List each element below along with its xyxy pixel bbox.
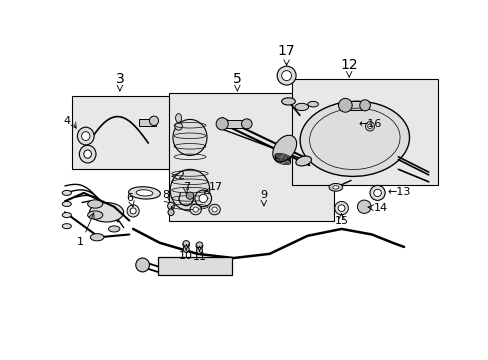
Ellipse shape [281,71,291,81]
Ellipse shape [211,207,217,212]
Ellipse shape [62,212,71,217]
Text: 2: 2 [176,171,183,181]
Ellipse shape [87,200,102,208]
Bar [292,79,437,185]
Ellipse shape [216,118,228,130]
Text: 4: 4 [63,116,70,126]
Text: 9: 9 [260,190,267,201]
Ellipse shape [195,190,211,207]
Text: 17: 17 [277,44,295,58]
Ellipse shape [167,202,174,210]
Bar [72,96,182,169]
Ellipse shape [84,150,91,158]
Text: 7: 7 [182,181,189,192]
Ellipse shape [199,194,207,203]
Ellipse shape [281,98,295,105]
Ellipse shape [79,145,96,163]
Ellipse shape [87,211,102,219]
Ellipse shape [369,185,385,201]
Ellipse shape [90,234,104,241]
Ellipse shape [196,247,202,254]
Ellipse shape [208,204,220,215]
Ellipse shape [108,226,120,232]
Ellipse shape [183,240,189,248]
Ellipse shape [186,192,193,199]
Ellipse shape [89,203,123,222]
Ellipse shape [295,156,311,166]
Ellipse shape [357,200,370,213]
Ellipse shape [338,98,351,112]
Ellipse shape [62,224,71,229]
Bar [158,257,231,275]
Text: 1: 1 [77,237,83,247]
Bar [139,118,156,126]
Text: 10: 10 [179,251,193,261]
Ellipse shape [130,208,136,214]
Ellipse shape [332,186,338,189]
Text: 11: 11 [192,252,206,262]
Ellipse shape [294,103,308,111]
Text: ←13: ←13 [386,186,409,197]
Ellipse shape [272,135,296,162]
Ellipse shape [193,207,198,212]
Ellipse shape [170,169,209,211]
Text: 12: 12 [340,58,357,72]
Ellipse shape [127,205,139,217]
Ellipse shape [62,190,71,195]
Text: 5: 5 [232,72,241,86]
Text: 3: 3 [115,72,124,86]
Ellipse shape [175,114,181,122]
Ellipse shape [128,187,160,199]
Ellipse shape [367,124,371,129]
Ellipse shape [307,102,318,107]
Ellipse shape [168,209,174,216]
Text: 15: 15 [334,216,348,226]
Bar [169,93,333,221]
Ellipse shape [373,189,381,197]
Text: 17: 17 [208,181,223,192]
Ellipse shape [149,116,158,126]
Text: 14: 14 [373,203,387,213]
Ellipse shape [136,190,153,196]
Text: ←16: ←16 [358,118,381,129]
Ellipse shape [277,66,296,85]
Ellipse shape [175,122,182,130]
Ellipse shape [328,184,342,191]
Ellipse shape [338,205,344,211]
Ellipse shape [365,122,374,131]
Ellipse shape [183,246,189,252]
Ellipse shape [62,202,71,207]
Ellipse shape [300,101,408,176]
Ellipse shape [77,127,94,145]
Ellipse shape [173,120,206,156]
Ellipse shape [241,119,252,129]
Ellipse shape [359,100,369,111]
Ellipse shape [136,258,149,272]
Ellipse shape [81,132,90,140]
Ellipse shape [334,202,347,215]
Bar [345,101,365,110]
Ellipse shape [196,242,203,249]
Text: 8: 8 [162,190,168,200]
Text: 6: 6 [125,193,133,203]
Ellipse shape [189,204,201,215]
Bar [222,120,246,128]
